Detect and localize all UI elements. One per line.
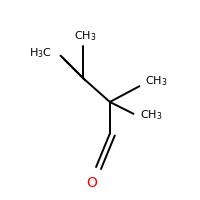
Text: H$_3$C: H$_3$C bbox=[29, 46, 52, 60]
Text: CH$_3$: CH$_3$ bbox=[145, 74, 168, 88]
Text: CH$_3$: CH$_3$ bbox=[140, 108, 163, 122]
Text: CH$_3$: CH$_3$ bbox=[74, 30, 96, 43]
Text: O: O bbox=[87, 176, 98, 190]
